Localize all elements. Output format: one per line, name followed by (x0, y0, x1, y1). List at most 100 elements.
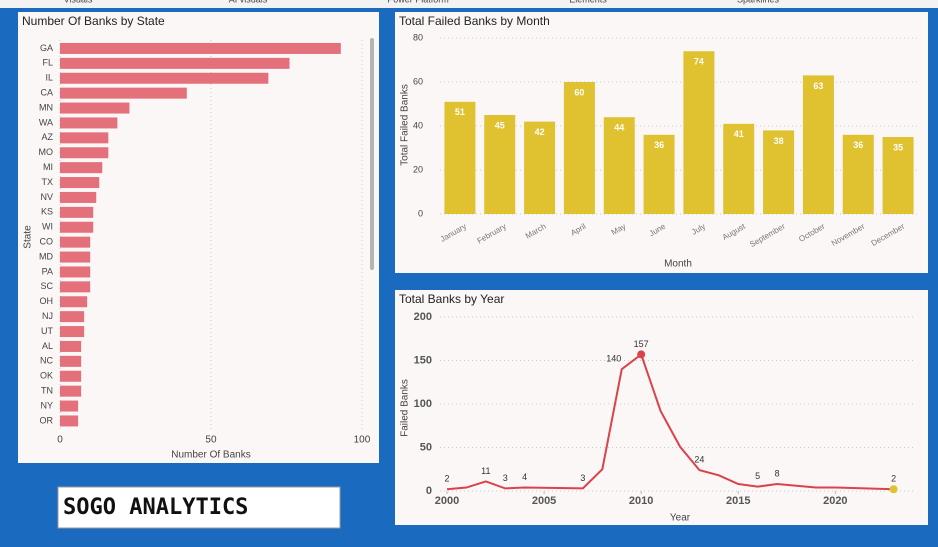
x-axis-label: Month (664, 259, 692, 270)
bar (60, 311, 85, 323)
y-tick-label: 80 (413, 32, 423, 42)
y-axis-label: State (23, 225, 34, 249)
bar (60, 132, 109, 144)
bar (60, 162, 103, 174)
y-tick-label: MN (39, 102, 53, 112)
bar (484, 115, 516, 214)
tabs: Visuals AI visuals Power Platform Elements S… (64, 0, 780, 4)
y-tick-label: 50 (420, 441, 432, 453)
value-label: 157 (634, 339, 649, 349)
bar (60, 102, 130, 114)
x-tick-label: 2015 (726, 495, 750, 507)
bar (60, 415, 79, 427)
y-tick-label: UT (41, 326, 53, 336)
value-label: 5 (755, 471, 760, 481)
x-tick-label: 2000 (435, 495, 459, 507)
y-tick-label: SC (40, 281, 53, 291)
bar (60, 281, 91, 293)
logo: SOGO ANALYTICS (63, 495, 248, 520)
bar (60, 57, 290, 69)
value-label: 8 (775, 468, 780, 478)
y-tick-label: 200 (414, 311, 432, 323)
value-label: 42 (535, 127, 545, 137)
bar (60, 147, 109, 159)
tab-bar (0, 0, 938, 8)
y-tick-label: OK (40, 371, 53, 381)
bar (60, 236, 91, 248)
bar (763, 130, 795, 214)
value-label: 41 (734, 129, 744, 139)
y-tick-label: TN (41, 386, 53, 396)
y-tick-label: CO (40, 237, 54, 247)
y-tick-label: CA (40, 88, 53, 98)
bar (882, 137, 914, 214)
y-tick-label: 20 (413, 164, 423, 174)
y-tick-label: KS (41, 207, 53, 217)
y-tick-label: WI (42, 222, 53, 232)
y-tick-label: NV (40, 192, 53, 202)
bar (60, 72, 269, 84)
bar (60, 340, 82, 352)
bar (60, 177, 100, 189)
x-tick-label: 0 (57, 435, 63, 446)
bar (444, 101, 476, 214)
bar (60, 191, 97, 203)
scrollbar[interactable] (370, 38, 374, 270)
bar (842, 134, 874, 214)
bar (60, 385, 82, 397)
x-axis-label: Number Of Banks (171, 450, 250, 461)
point (637, 350, 646, 359)
y-tick-label: MI (43, 162, 53, 172)
value-label: 35 (893, 142, 903, 152)
x-tick-label: 2010 (629, 495, 653, 507)
value-label: 60 (574, 87, 584, 97)
y-tick-label: AL (42, 341, 53, 351)
bar (563, 82, 595, 214)
y-tick-label: 0 (418, 208, 423, 218)
y-tick-label: 0 (426, 485, 432, 497)
tab: Visuals (64, 0, 93, 4)
x-tick-label: 2005 (532, 495, 556, 507)
bar (60, 266, 91, 278)
bar (60, 251, 91, 263)
panel (395, 290, 928, 525)
y-tick-label: NY (40, 400, 53, 410)
bar (603, 117, 635, 214)
bar (60, 370, 82, 382)
bar (60, 117, 118, 129)
value-label: 3 (503, 473, 508, 483)
tab: Sparklines (737, 0, 780, 4)
y-axis-label: Total Failed Banks (400, 84, 411, 166)
y-tick-label: PA (42, 266, 53, 276)
bar (524, 121, 556, 214)
bar (60, 400, 79, 412)
x-tick-label: 50 (205, 435, 217, 446)
y-tick-label: 100 (414, 398, 432, 410)
bar (60, 296, 88, 308)
y-tick-label: TX (41, 177, 53, 187)
y-tick-label: GA (40, 43, 53, 53)
chart-title: Number Of Banks by State (22, 14, 165, 28)
value-label: 51 (455, 107, 465, 117)
chart-title: Total Banks by Year (399, 292, 504, 306)
value-label: 140 (606, 354, 621, 364)
bar (683, 51, 715, 215)
bar (60, 206, 94, 218)
y-tick-label: OH (40, 296, 54, 306)
value-label: 24 (694, 454, 704, 464)
y-tick-label: WA (39, 117, 53, 127)
value-label: 63 (813, 81, 823, 91)
tab: AI visuals (229, 0, 268, 4)
bar (643, 134, 675, 214)
y-tick-label: FL (42, 58, 53, 68)
y-tick-label: NJ (42, 311, 53, 321)
bar (60, 355, 82, 367)
bar (723, 123, 755, 214)
y-tick-label: MO (39, 147, 54, 157)
point (889, 485, 898, 494)
value-label: 36 (853, 140, 863, 150)
tab: Elements (569, 0, 607, 4)
value-label: 44 (614, 123, 624, 133)
value-label: 74 (694, 57, 704, 67)
